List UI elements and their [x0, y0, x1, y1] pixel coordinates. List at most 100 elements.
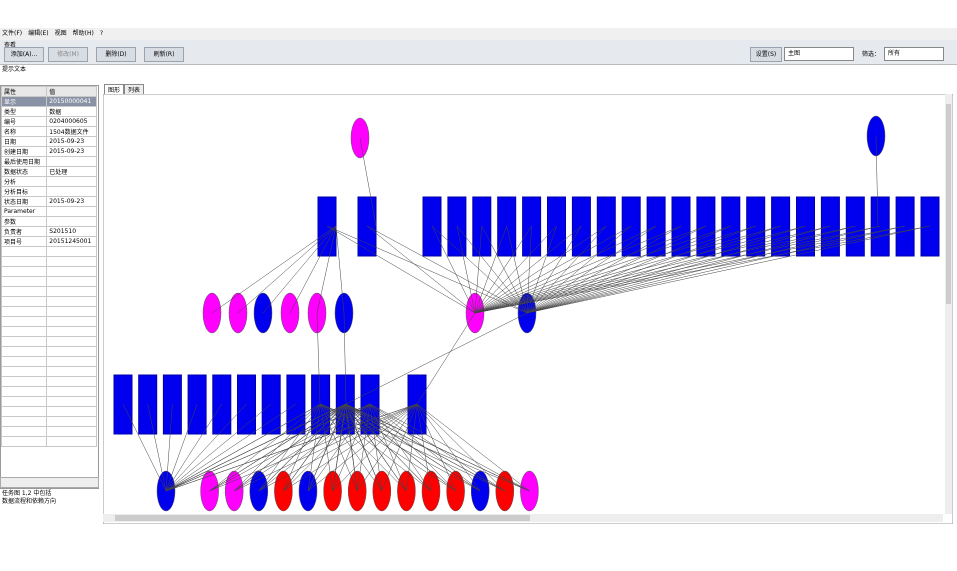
cell: 名称 [1, 126, 48, 137]
cell: 负责者 [1, 226, 48, 237]
cell: 值 [46, 86, 97, 97]
button[interactable]: 设置(S) [750, 47, 782, 62]
edge [456, 225, 476, 314]
cell: 日期 [1, 136, 48, 147]
cell: 编号 [1, 116, 48, 127]
task-node [870, 196, 890, 257]
edge [526, 225, 731, 314]
edge [165, 403, 173, 492]
cell: Parameter [1, 206, 48, 217]
edge [431, 225, 476, 314]
edge [474, 225, 856, 314]
edge [474, 225, 582, 314]
dropdown[interactable]: 所有 [884, 47, 944, 61]
cell: 1504数据文件 [46, 126, 97, 137]
edge [366, 225, 528, 314]
menu-bar: 文件(F) 编辑(E) 视图 帮助(H)? [0, 28, 957, 40]
menu-item[interactable]: ? [99, 30, 104, 37]
edge [369, 403, 530, 492]
task-node [212, 374, 232, 435]
edge [474, 225, 831, 314]
footer-line: 数据流程和依赖方向 [2, 498, 57, 505]
cell: 分析 [1, 176, 48, 187]
edge [345, 312, 528, 405]
edge [526, 225, 906, 314]
edge [326, 225, 476, 314]
footer-line: 任务图 1,2 中包括 [2, 490, 52, 497]
button[interactable]: 修改(M) [48, 47, 88, 62]
cell: 属性 [1, 86, 48, 97]
edge [474, 225, 657, 314]
button[interactable]: 刷新(R) [144, 47, 184, 62]
edge [122, 403, 167, 492]
edge [416, 403, 432, 492]
edge [526, 225, 682, 314]
property-panel: 属性值显示 20150000041 类型 数据 编号 0204000605 名称 1504数据… [0, 85, 99, 489]
cell: 2015-09-23 [46, 146, 97, 157]
cell: 项目号 [1, 236, 48, 247]
menu-item[interactable]: 文件(F) [2, 30, 23, 37]
dropdown[interactable]: 主图 [784, 47, 854, 61]
toolbar-label: 查看 [4, 42, 17, 49]
edge [526, 225, 781, 314]
edge [307, 403, 418, 492]
edge [526, 225, 607, 314]
edge [416, 403, 505, 492]
cell: 20151245001 [46, 236, 97, 247]
cell: 数据状态 [1, 166, 48, 177]
edge [320, 403, 383, 492]
edge [234, 403, 321, 492]
edge [526, 225, 806, 314]
edge [343, 312, 347, 405]
edge [320, 403, 481, 492]
graph-canvas [103, 94, 953, 524]
cell: 2015-09-23 [46, 136, 97, 147]
edge [209, 403, 418, 492]
edge [237, 225, 337, 314]
task-node [596, 196, 616, 257]
menu-item[interactable]: 视图 [54, 30, 67, 37]
scrollbar[interactable] [0, 477, 99, 488]
edge [526, 225, 931, 314]
edge [474, 225, 781, 314]
edge [474, 225, 632, 314]
edge [474, 225, 607, 314]
edge [481, 225, 528, 314]
edge [165, 403, 321, 492]
edge [474, 225, 806, 314]
edge [345, 403, 530, 492]
menu-item[interactable]: 帮助(H) [72, 30, 94, 37]
edge [526, 225, 632, 314]
edge [320, 403, 407, 492]
cell: 已处理 [46, 166, 97, 177]
edge [359, 137, 377, 227]
edge [211, 225, 337, 314]
task-node [237, 374, 256, 435]
data-node [520, 470, 539, 512]
edge [320, 403, 505, 492]
edge [209, 403, 321, 492]
edge [526, 225, 856, 314]
edge [406, 403, 418, 492]
edge [474, 225, 931, 314]
cell: 分析目标 [1, 186, 48, 197]
edge [456, 225, 528, 314]
task-node [920, 196, 940, 257]
menu-item[interactable]: 编辑(E) [28, 30, 49, 37]
edge [474, 225, 682, 314]
button[interactable]: 删除(D) [96, 47, 136, 62]
data-node [249, 470, 269, 512]
button[interactable]: 添加(A)... [4, 47, 44, 62]
task-node [796, 196, 815, 257]
status-text: 提示文本 [2, 66, 27, 73]
edge [526, 225, 557, 314]
edge [416, 403, 530, 492]
edge [366, 225, 476, 314]
edge [416, 403, 456, 492]
cell: 参数 [1, 216, 48, 227]
edge [165, 403, 223, 492]
edge [234, 403, 418, 492]
cell [46, 156, 97, 167]
edge [320, 403, 432, 492]
edge [165, 403, 371, 492]
